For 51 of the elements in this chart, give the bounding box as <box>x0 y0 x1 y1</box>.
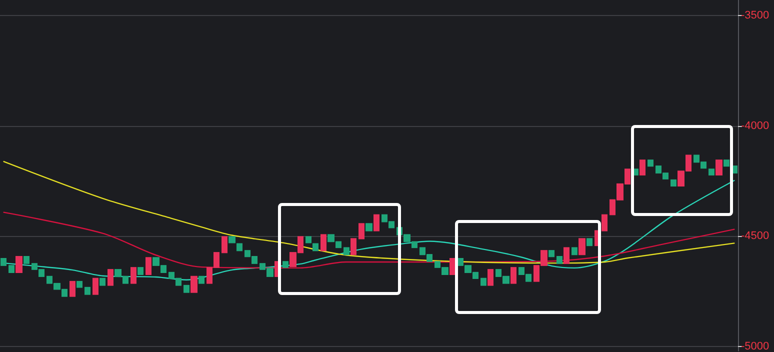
candlestick <box>24 256 30 264</box>
candlestick <box>8 265 14 274</box>
y-tick-label: -3500 <box>741 9 770 22</box>
candlestick <box>70 280 76 297</box>
candlestick <box>586 238 592 246</box>
candlestick <box>358 223 364 240</box>
candlestick <box>640 160 646 176</box>
candlestick <box>306 236 312 244</box>
y-tick-label: -4500 <box>741 230 770 242</box>
candlestick <box>648 160 654 167</box>
candlestick <box>312 243 318 252</box>
candlestick <box>344 247 350 256</box>
candlestick <box>222 236 228 254</box>
candlestick <box>556 256 562 264</box>
candlestick <box>480 278 486 286</box>
candlestick <box>130 267 136 284</box>
candlestick <box>228 236 236 244</box>
line-series <box>3 160 735 264</box>
candlestick <box>146 257 152 275</box>
candlestick <box>320 234 326 252</box>
candlestick <box>724 160 730 167</box>
candlestick <box>282 261 288 268</box>
candlestick <box>366 223 372 232</box>
candlestick <box>564 247 570 264</box>
candlestick <box>198 276 204 284</box>
candlestick <box>374 214 380 232</box>
candlestick <box>350 238 356 256</box>
candlestick <box>138 267 144 275</box>
candlestick <box>450 258 456 275</box>
y-tick-label: -4000 <box>741 120 770 132</box>
y-tick-label: -5000 <box>741 340 770 352</box>
candlestick <box>602 214 608 232</box>
candlestick <box>510 267 516 284</box>
candlestick <box>488 269 494 286</box>
candlestick <box>236 243 242 252</box>
line-series <box>3 212 735 269</box>
candlestick <box>76 280 82 288</box>
candlestick <box>190 276 198 293</box>
candlestick <box>572 247 578 256</box>
candlestick <box>16 256 22 274</box>
candlestick <box>92 278 98 295</box>
candlestick <box>716 160 722 176</box>
candlestick <box>578 238 586 256</box>
candlestick <box>670 179 676 186</box>
candlestick <box>108 269 114 286</box>
candlestick <box>184 284 190 293</box>
candlestick <box>84 286 90 295</box>
candlestick <box>0 258 6 266</box>
candlestick <box>100 278 106 286</box>
candlestick <box>548 250 554 258</box>
candlestick <box>708 168 714 176</box>
